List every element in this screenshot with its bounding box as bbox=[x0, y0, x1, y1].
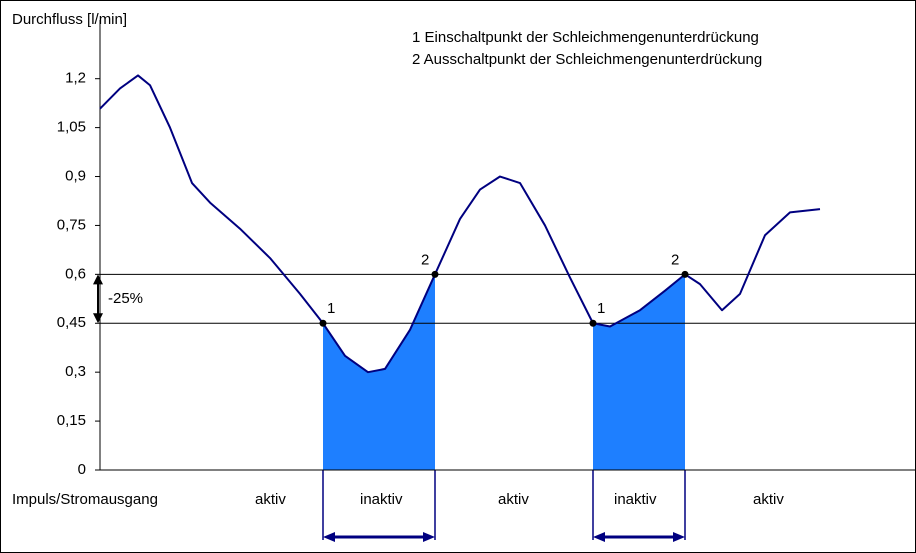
switch-point-label: 2 bbox=[671, 251, 679, 268]
state-label: aktiv bbox=[498, 491, 529, 508]
note: 1 Einschaltpunkt der Schleichmengenunter… bbox=[412, 29, 759, 46]
arrow-head bbox=[93, 274, 103, 285]
y-tick-label: 0,45 bbox=[57, 314, 86, 331]
shaded-area bbox=[323, 274, 435, 470]
arrow-head bbox=[323, 532, 335, 542]
switch-point-label: 1 bbox=[597, 300, 605, 317]
state-label: aktiv bbox=[255, 491, 286, 508]
arrow-head bbox=[593, 532, 605, 542]
flow-line bbox=[99, 74, 821, 374]
y-tick-label: 0,6 bbox=[65, 265, 86, 282]
switch-point bbox=[319, 319, 327, 327]
y-tick-label: 0,3 bbox=[65, 363, 86, 380]
state-label: inaktiv bbox=[360, 491, 403, 508]
arrow-head bbox=[673, 532, 685, 542]
state-label: inaktiv bbox=[614, 491, 657, 508]
state-label: aktiv bbox=[753, 491, 784, 508]
y-tick-label: 0,15 bbox=[57, 412, 86, 429]
shaded-area bbox=[593, 274, 685, 470]
switch-point-label: 1 bbox=[327, 300, 335, 317]
switch-point bbox=[589, 319, 597, 327]
switch-point bbox=[681, 270, 689, 278]
y-tick-label: 0,75 bbox=[57, 216, 86, 233]
note: 2 Ausschaltpunkt der Schleichmengenunter… bbox=[412, 51, 762, 68]
annotation: -25% bbox=[108, 290, 143, 307]
arrow-head bbox=[93, 313, 103, 324]
y-tick-label: 0 bbox=[78, 461, 86, 478]
state-label: Impuls/Stromausgang bbox=[12, 491, 158, 508]
y-tick-label: 0,9 bbox=[65, 167, 86, 184]
y-tick-label: 1,05 bbox=[57, 119, 86, 136]
switch-point-label: 2 bbox=[421, 251, 429, 268]
switch-point bbox=[431, 270, 439, 278]
arrow-head bbox=[423, 532, 435, 542]
y-axis-label: Durchfluss [l/min] bbox=[12, 11, 127, 28]
y-tick-label: 1,2 bbox=[65, 70, 86, 87]
